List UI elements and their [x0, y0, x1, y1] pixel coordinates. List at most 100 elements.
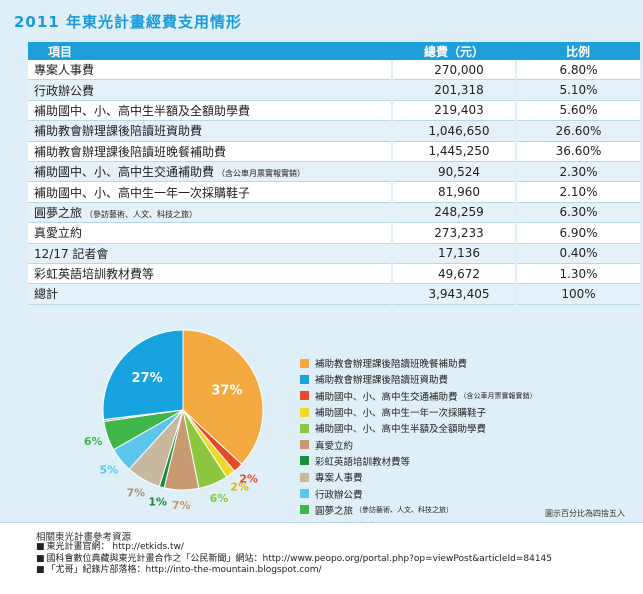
page-title: 2011 年東光計畫經費支用情形: [14, 13, 242, 31]
table-row: 行政辦公費 201,318 5.10%: [28, 79, 640, 101]
references-list: 東光計畫官網： http://etkids.tw/ 國科會數位典藏與東光計畫合作…: [36, 542, 553, 577]
legend-swatch: [300, 472, 309, 482]
row-item-note: （參訪藝術、人文、科技之旅）: [85, 209, 198, 219]
row-item-label: 總計: [34, 287, 59, 302]
legend-item: 專案人事費: [300, 469, 537, 485]
pie-legend: 補助教會辦理課後陪讀班晚餐補助費 補助教會辦理課後陪讀班資助費 補助國中、小、高中生…: [300, 355, 537, 534]
legend-item: 行政辦公費: [300, 485, 537, 501]
row-item-label: 專案人事費: [34, 63, 95, 78]
header-amount: 總費（元）: [392, 42, 516, 60]
legend-swatch: [300, 391, 309, 401]
table-row: 圓夢之旅 （參訪藝術、人文、科技之旅） 248,259 6.30%: [28, 202, 640, 224]
table-row: 補助國中、小、高中生一年一次採購鞋子 81,960 2.10%: [28, 181, 640, 203]
row-item-cell: 補助教會辦理課後陪讀班資助費: [28, 120, 392, 142]
pie-slice-label: 7%: [172, 499, 191, 512]
legend-item: 補助國中、小、高中生一年一次採購鞋子: [300, 404, 537, 420]
legend-item: 彩虹英語培訓教材費等: [300, 453, 537, 469]
legend-label: 補助教會辦理課後陪讀班晚餐補助費: [315, 359, 468, 371]
references-panel: 相關東光計畫參考資源 東光計畫官網： http://etkids.tw/ 國科會…: [0, 522, 643, 594]
row-item-cell: 補助國中、小、高中生交通補助費 （含公車月票實報實銷）: [28, 161, 392, 183]
legend-label: 行政辦公費: [315, 489, 363, 501]
row-amount: 49,672: [391, 263, 516, 285]
legend-item: 圓夢之旅 （參訪藝術、人文、科技之旅）: [300, 502, 537, 518]
header-item: 項目: [28, 42, 392, 60]
table-row: 補助國中、小、高中生半額及全額助學費 219,403 5.60%: [28, 100, 640, 122]
row-item-cell: 專案人事費: [28, 60, 392, 81]
row-item-label: 12/17 記者會: [34, 246, 109, 261]
legend-note: （參訪藝術、人文、科技之旅）: [355, 505, 454, 514]
row-item-label: 補助國中、小、高中生一年一次採購鞋子: [34, 185, 251, 200]
expense-table: 項目 總費（元） 比例 專案人事費 270,000 6.80% 行政辦公費 201,31…: [28, 42, 640, 305]
row-amount: 81,960: [391, 181, 516, 203]
reference-item: 東光計畫官網： http://etkids.tw/: [36, 542, 552, 554]
row-amount: 201,318: [391, 79, 516, 101]
row-amount: 219,403: [391, 100, 516, 122]
pie-slice-label: 6%: [210, 492, 229, 505]
legend-swatch: [300, 440, 309, 450]
row-item-label: 補助教會辦理課後陪讀班晚餐補助費: [34, 144, 227, 159]
row-item-label: 補助國中、小、高中生半額及全額助學費: [34, 103, 251, 118]
row-item-cell: 12/17 記者會: [28, 243, 392, 264]
pie-slice-label: 6%: [84, 435, 103, 448]
table-row: 總計 3,943,405 100%: [28, 283, 640, 305]
row-item-label: 行政辦公費: [34, 83, 95, 98]
row-item-label: 補助國中、小、高中生交通補助費: [34, 165, 215, 180]
row-amount: 248,259: [391, 202, 516, 224]
references-heading: 相關東光計畫參考資源: [36, 532, 132, 543]
row-item-cell: 行政辦公費: [28, 79, 392, 101]
row-ratio: 100%: [515, 283, 640, 305]
header-ratio: 比例: [516, 42, 640, 60]
expense-pie-chart: 37%2%2%6%7%1%7%5%6%27%: [84, 329, 264, 512]
table-row: 12/17 記者會 17,136 0.40%: [28, 243, 640, 264]
legend-label: 補助國中、小、高中生交通補助費: [315, 391, 458, 403]
row-item-cell: 補助國中、小、高中生半額及全額助學費: [28, 100, 392, 122]
pie-slice: [102, 329, 184, 421]
legend-label: 彩虹英語培訓教材費等: [315, 456, 411, 468]
legend-swatch: [300, 423, 309, 433]
legend-swatch: [300, 505, 309, 515]
table-row: 補助國中、小、高中生交通補助費 （含公車月票實報實銷） 90,524 2.30%: [28, 161, 640, 183]
legend-label: 圓夢之旅: [315, 505, 354, 517]
legend-item: 真愛立約: [300, 436, 537, 452]
row-amount: 90,524: [391, 161, 516, 183]
row-item-label: 補助教會辦理課後陪讀班資助費: [34, 124, 203, 139]
row-item-cell: 彩虹英語培訓教材費等: [28, 263, 392, 285]
row-amount: 17,136: [391, 243, 516, 264]
legend-item: 補助教會辦理課後陪讀班晚餐補助費: [300, 355, 537, 371]
table-body: 專案人事費 270,000 6.80% 行政辦公費 201,318 5.10% 補助國中、小…: [28, 60, 640, 305]
legend-label: 補助教會辦理課後陪讀班資助費: [315, 375, 449, 387]
row-item-note: （含公車月票實報實銷）: [217, 169, 306, 179]
legend-label: 專案人事費: [315, 473, 363, 485]
row-item-cell: 總計: [28, 283, 392, 305]
row-ratio: 36.60%: [515, 141, 640, 162]
pie-slice-label: 27%: [132, 371, 163, 386]
row-item-cell: 補助教會辦理課後陪讀班晚餐補助費: [28, 141, 392, 162]
pie-slice-label: 7%: [126, 486, 145, 499]
row-amount: 270,000: [391, 60, 516, 81]
legend-swatch: [300, 407, 309, 417]
legend-swatch: [300, 456, 309, 466]
row-item-cell: 真愛立約: [28, 222, 392, 244]
legend-item: 補助國中、小、高中生交通補助費 （含公車月票實報實銷）: [300, 388, 537, 404]
row-ratio: 1.30%: [515, 263, 640, 285]
row-ratio: 2.10%: [515, 181, 640, 203]
row-ratio: 5.60%: [515, 100, 640, 122]
legend-label: 補助國中、小、高中生一年一次採購鞋子: [315, 408, 487, 420]
table-row: 專案人事費 270,000 6.80%: [28, 60, 640, 81]
pie-slice-label: 2%: [230, 480, 249, 493]
pie-slice-label: 5%: [100, 463, 119, 476]
legend-note: （含公車月票實報實銷）: [459, 391, 537, 400]
row-ratio: 6.80%: [515, 60, 640, 81]
row-ratio: 0.40%: [515, 243, 640, 264]
legend-item: 補助國中、小、高中生半額及全額助學費: [300, 420, 537, 436]
legend-label: 補助國中、小、高中生半額及全額助學費: [315, 424, 487, 436]
row-ratio: 2.30%: [515, 161, 640, 183]
table-row: 補助教會辦理課後陪讀班資助費 1,046,650 26.60%: [28, 120, 640, 142]
legend-item: 補助教會辦理課後陪讀班資助費: [300, 371, 537, 387]
row-ratio: 6.30%: [515, 202, 640, 224]
legend-swatch: [300, 489, 309, 499]
row-amount: 273,233: [391, 222, 516, 244]
table-row: 真愛立約 273,233 6.90%: [28, 222, 640, 244]
row-item-label: 圓夢之旅: [34, 205, 83, 220]
pie-slice-label: 37%: [211, 384, 242, 399]
